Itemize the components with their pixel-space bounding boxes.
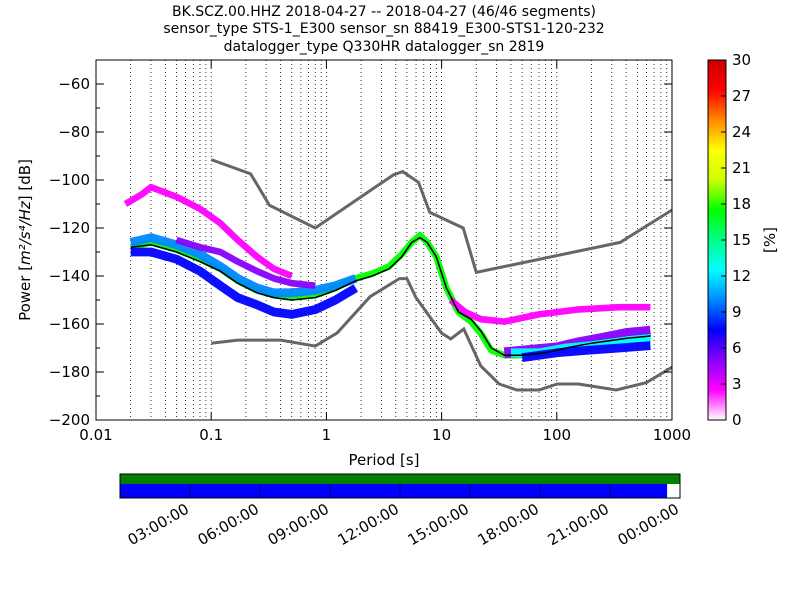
y-tick-label: −200 bbox=[49, 411, 90, 429]
x-axis-label: Period [s] bbox=[348, 451, 419, 469]
y-tick-label: −100 bbox=[49, 171, 90, 189]
title-line-2: sensor_type STS-1_E300 sensor_sn 88419_E… bbox=[163, 21, 604, 37]
y-tick-label: −160 bbox=[49, 315, 90, 333]
plot-area bbox=[96, 60, 672, 420]
title-line-1: BK.SCZ.00.HHZ 2018-04-27 -- 2018-04-27 (… bbox=[172, 4, 596, 20]
time-tick-label: 21:00:00 bbox=[545, 500, 612, 549]
x-tick-label: 1000 bbox=[653, 426, 691, 444]
time-bar-top bbox=[120, 474, 680, 484]
density-band-lower-band bbox=[130, 247, 359, 319]
grid-lines bbox=[130, 60, 668, 420]
x-axis-ticks: 0.01 0.1 1 10 100 1000 bbox=[79, 60, 691, 444]
time-tick-label: 09:00:00 bbox=[265, 500, 332, 549]
density-band-high-outlier bbox=[123, 183, 293, 280]
y-tick-label: −80 bbox=[58, 123, 90, 141]
time-tick-label: 03:00:00 bbox=[125, 500, 192, 549]
colorbar-tick-label: 18 bbox=[732, 195, 751, 213]
colorbar-label: [%] bbox=[761, 227, 779, 253]
time-tick-label: 06:00:00 bbox=[195, 500, 262, 549]
y-axis-label-units: m²/s⁴/Hz bbox=[16, 200, 34, 265]
y-axis-label: Power [m²/s⁴/Hz] [dB] bbox=[16, 159, 34, 321]
density-band-long-period-low bbox=[521, 341, 651, 362]
mode-curve-layer bbox=[130, 236, 651, 356]
noise-model-nhnm bbox=[210, 158, 672, 275]
x-tick-label: 10 bbox=[432, 426, 451, 444]
title-line-3: datalogger_type Q330HR datalogger_sn 281… bbox=[224, 39, 545, 55]
y-axis-ticks: −60 −80 −100 −120 −140 −160 −180 −200 bbox=[49, 59, 672, 429]
y-axis-label-suffix: ] [dB] bbox=[16, 159, 34, 201]
plot-frame bbox=[95, 59, 673, 421]
time-tick-label: 12:00:00 bbox=[335, 500, 402, 549]
colorbar-tick-label: 30 bbox=[732, 51, 751, 69]
y-axis-label-prefix: Power [ bbox=[16, 265, 34, 321]
y-tick-label: −180 bbox=[49, 363, 90, 381]
colorbar-tick-label: 15 bbox=[732, 231, 751, 249]
density-band-upper-purple bbox=[175, 236, 316, 289]
colorbar-tick-label: 27 bbox=[732, 87, 751, 105]
colorbar-tick-label: 24 bbox=[732, 123, 751, 141]
colorbar-tick-label: 9 bbox=[732, 303, 742, 321]
colorbar-ticks: 0 3 6 9 12 15 18 21 24 27 30 bbox=[721, 51, 751, 429]
chart-title: BK.SCZ.00.HHZ 2018-04-27 -- 2018-04-27 (… bbox=[163, 4, 604, 55]
x-tick-label: 0.1 bbox=[199, 426, 223, 444]
time-tick-label: 00:00:00 bbox=[615, 500, 682, 549]
time-bar-bottom-fill bbox=[120, 484, 668, 498]
time-tick-label: 15:00:00 bbox=[405, 500, 472, 549]
colorbar-tick-label: 6 bbox=[732, 339, 742, 357]
y-tick-label: −120 bbox=[49, 219, 90, 237]
density-band-long-period-upper bbox=[448, 297, 651, 325]
colorbar-tick-label: 21 bbox=[732, 159, 751, 177]
x-tick-label: 100 bbox=[542, 426, 571, 444]
x-tick-label: 1 bbox=[322, 426, 332, 444]
noise-model-nlnm bbox=[211, 277, 672, 392]
mode-curve bbox=[130, 236, 651, 356]
noise-model-layer bbox=[210, 158, 672, 392]
x-tick-label: 0.01 bbox=[79, 426, 112, 444]
y-tick-label: −60 bbox=[58, 75, 90, 93]
density-band-upper-band bbox=[129, 233, 358, 298]
time-tick-label: 18:00:00 bbox=[475, 500, 542, 549]
y-tick-label: −140 bbox=[49, 267, 90, 285]
colorbar-tick-label: 12 bbox=[732, 267, 751, 285]
colorbar-tick-label: 3 bbox=[732, 375, 742, 393]
colorbar-tick-label: 0 bbox=[732, 411, 742, 429]
